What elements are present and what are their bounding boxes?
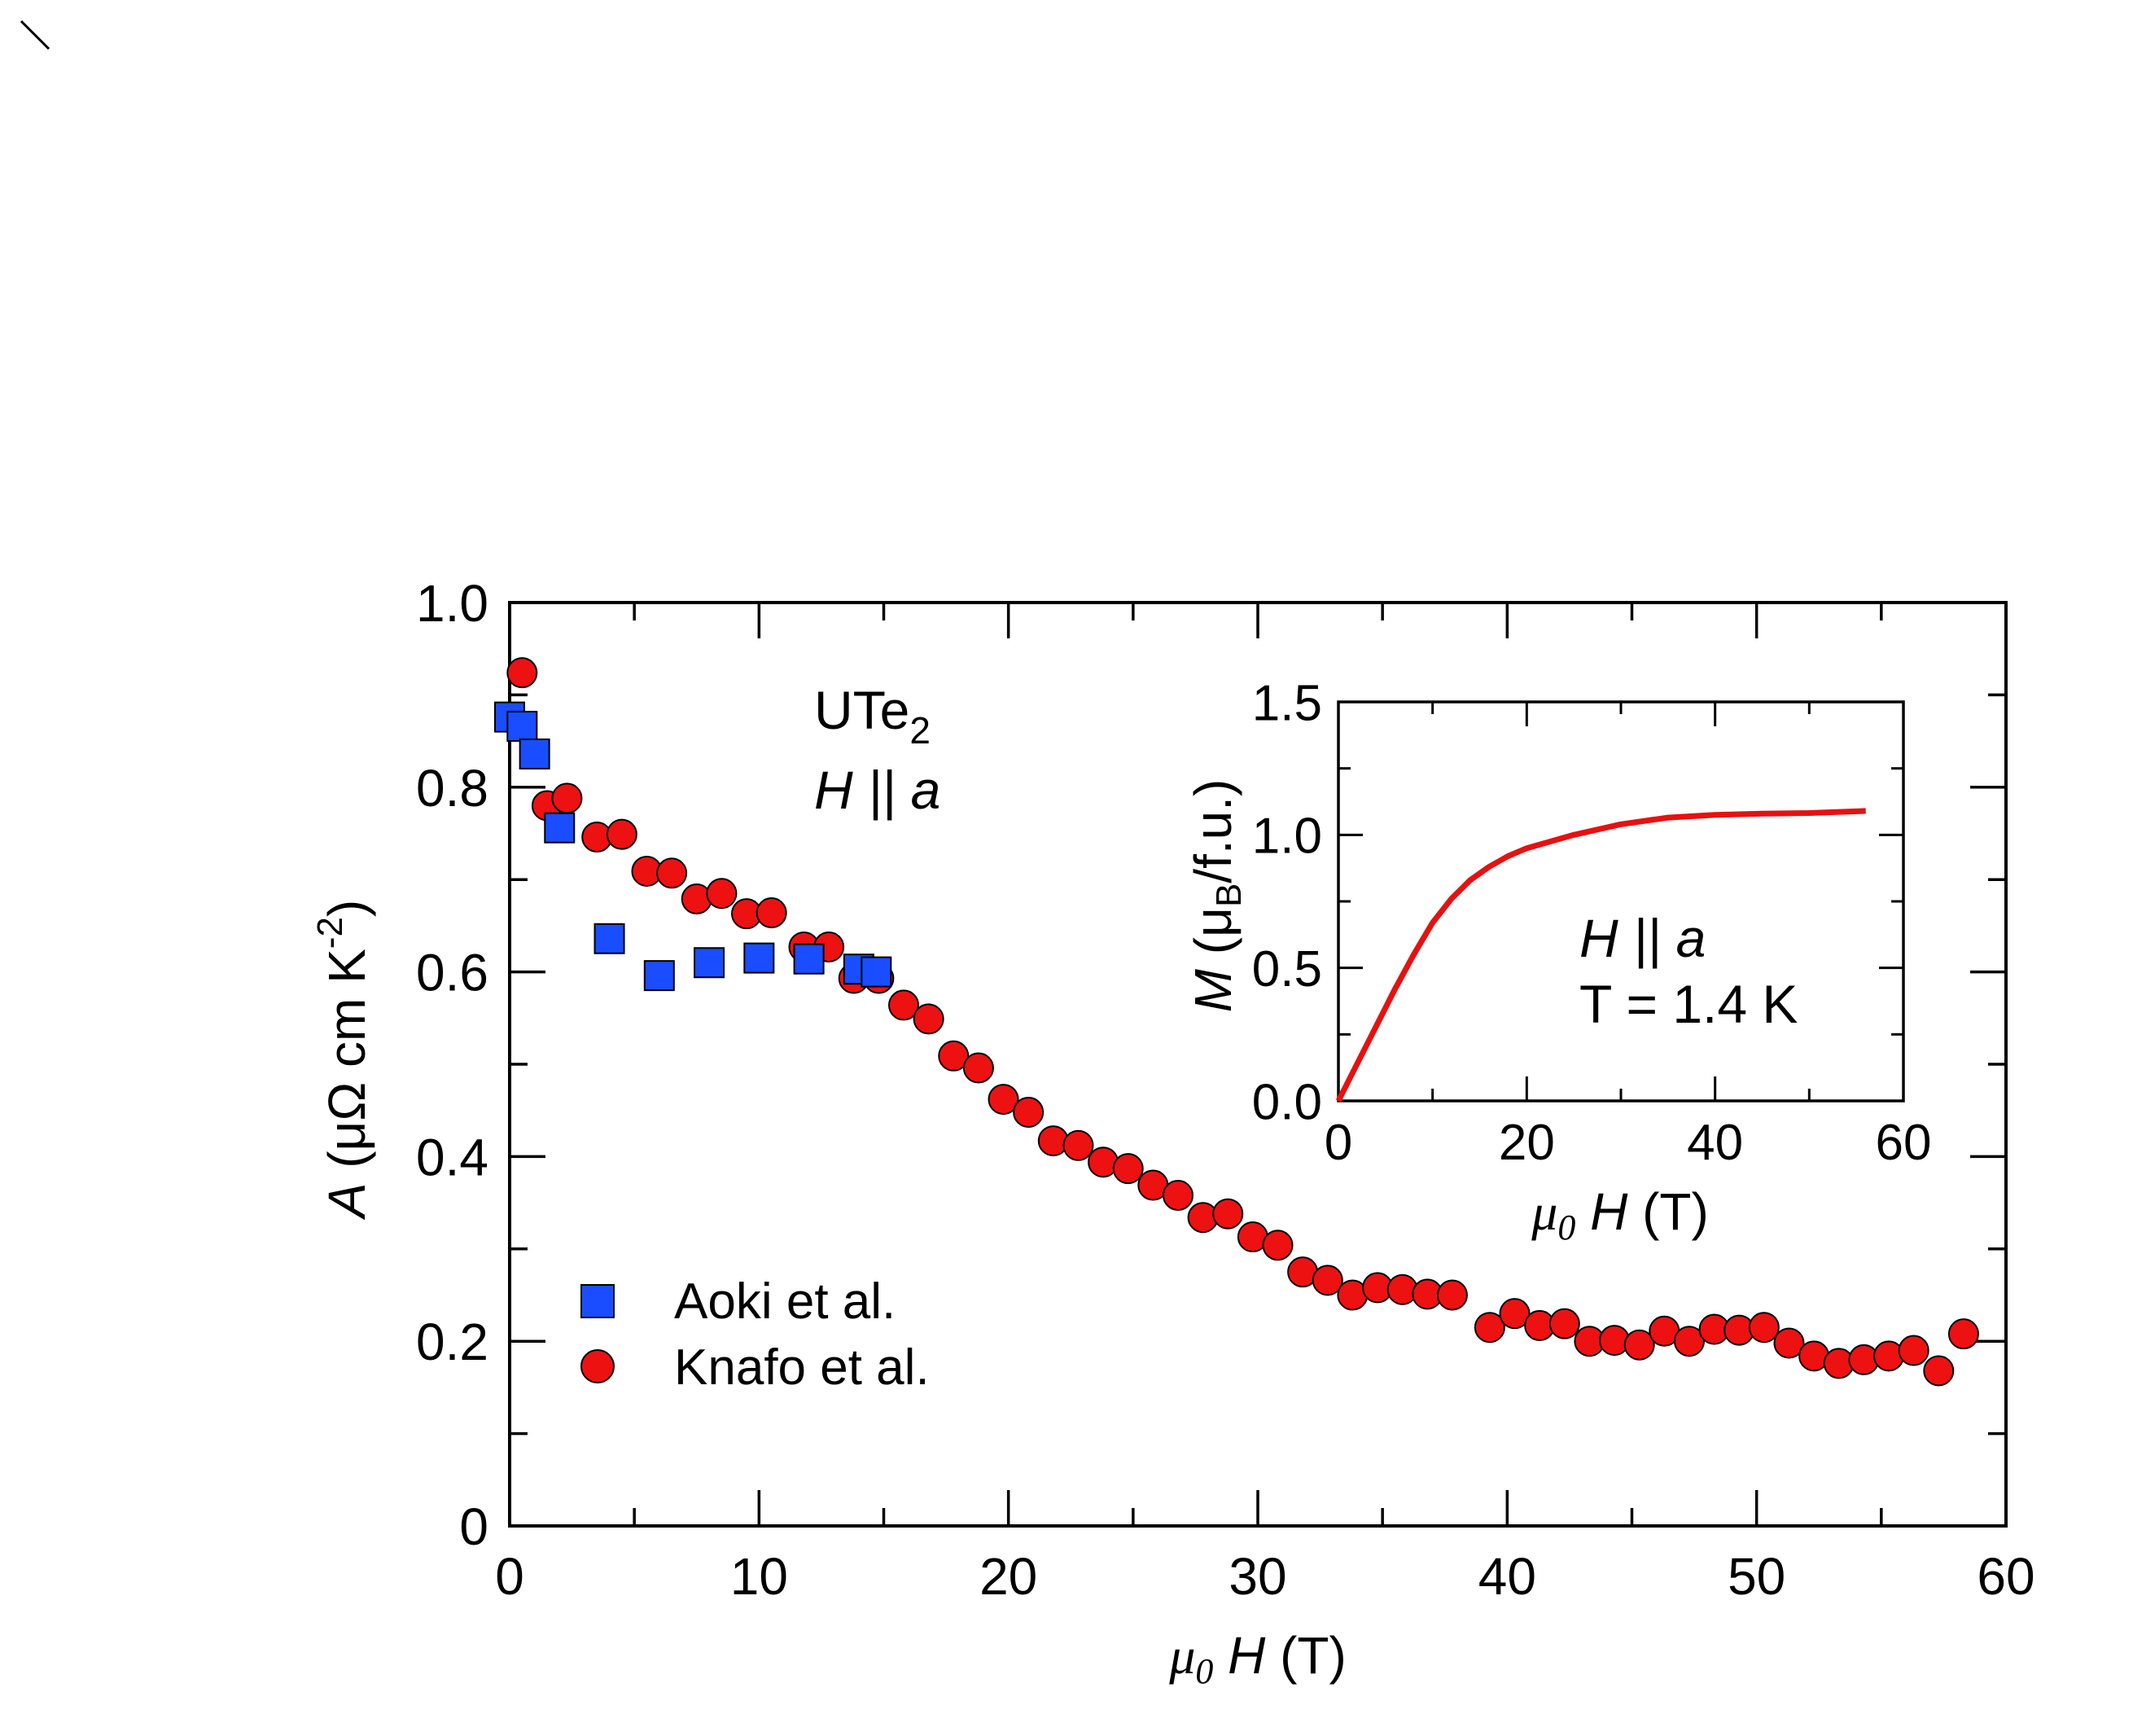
main-y-tick-label: 0.8	[416, 759, 488, 818]
inset-x-tick-label: 20	[1499, 1115, 1555, 1171]
knafo-point	[1212, 1198, 1244, 1230]
knafo-point	[1262, 1230, 1294, 1261]
knafo-point	[962, 1052, 994, 1084]
aoki-point	[793, 943, 825, 975]
main-x-tick-label: 0	[495, 1547, 524, 1606]
knafo-point	[756, 897, 787, 929]
main-x-tick-label: 50	[1728, 1547, 1785, 1606]
aoki-point	[861, 956, 892, 988]
main-x-tick-label: 40	[1478, 1547, 1536, 1606]
aoki-point	[544, 812, 576, 844]
inset-y-tick-label: 0.0	[1252, 1074, 1322, 1130]
inset-x-tick-label: 0	[1325, 1115, 1352, 1171]
main-series	[494, 657, 1979, 1387]
knafo-point	[506, 657, 538, 689]
knafo-point	[1773, 1327, 1805, 1359]
knafo-point	[1312, 1265, 1343, 1296]
legend-marker-knafo	[580, 1349, 615, 1383]
knafo-point	[938, 1040, 970, 1072]
knafo-point	[1947, 1318, 1979, 1350]
knafo-point	[606, 818, 637, 850]
knafo-point	[1112, 1153, 1144, 1185]
main-ticks	[508, 601, 2008, 1528]
inset-x-tick-label: 40	[1687, 1115, 1743, 1171]
knafo-point	[1623, 1329, 1655, 1361]
aoki-point	[743, 942, 775, 974]
main-x-tick-label: 10	[730, 1547, 788, 1606]
knafo-point	[988, 1084, 1019, 1116]
knafo-point	[1499, 1298, 1531, 1330]
knafo-point	[1673, 1326, 1705, 1357]
main-x-tick-label: 20	[979, 1547, 1037, 1606]
main-y-tick-label: 0.2	[416, 1313, 488, 1371]
y-axis-label: A (μΩ cm K-2)	[310, 900, 376, 1221]
knafo-point	[1923, 1355, 1955, 1387]
inset-plot-frame	[1337, 700, 1905, 1103]
inset-y-tick-label: 0.5	[1252, 941, 1322, 997]
inset-y-tick-label: 1.5	[1252, 675, 1322, 731]
knafo-point	[1062, 1129, 1094, 1161]
knafo-point	[1162, 1180, 1194, 1212]
inset-field-label: H || a	[1579, 908, 1706, 970]
inset-x-axis-label: μ0 H (T)	[1531, 1182, 1709, 1247]
legend-label-aoki: Aoki et al.	[674, 1274, 896, 1330]
inset-ticks	[1337, 700, 1905, 1103]
aoki-point	[593, 923, 625, 954]
main-x-tick-label: 60	[1977, 1547, 2034, 1606]
field-direction-label: H || a	[814, 760, 940, 822]
aoki-point	[643, 960, 675, 992]
aoki-point	[694, 947, 725, 979]
knafo-point	[706, 878, 738, 910]
knafo-point	[1436, 1279, 1468, 1311]
knafo-point	[913, 1003, 944, 1035]
inset-plot: 0 20 40 60 0.0 0.5 1.0 1.5 μ0 H (T) M (μB/f.u.)…	[1184, 675, 1931, 1247]
aoki-point	[519, 738, 550, 769]
legend: Aoki et al. Knafo et al.	[580, 1274, 930, 1396]
main-tick-labels: 0 10 20 30 40 50 60 0 0.2 0.4 0.6 0.8 1.0	[416, 574, 2035, 1606]
knafo-point	[1898, 1335, 1929, 1366]
knafo-point	[1013, 1096, 1045, 1128]
main-y-tick-label: 1.0	[416, 574, 488, 633]
inset-x-tick-label: 60	[1876, 1115, 1932, 1171]
main-y-tick-label: 0.6	[416, 944, 488, 1002]
main-y-tick-label: 0	[459, 1497, 488, 1556]
inset-y-axis-label: M (μB/f.u.)	[1184, 779, 1249, 1013]
legend-label-knafo: Knafo et al.	[674, 1339, 930, 1396]
aoki-point	[506, 710, 538, 742]
knafo-point	[1548, 1308, 1580, 1339]
main-y-tick-label: 0.4	[416, 1128, 488, 1186]
knafo-point	[888, 989, 920, 1021]
inset-series	[1335, 808, 1866, 1103]
corner-mark	[20, 20, 50, 50]
inset-tick-labels: 0 20 40 60 0.0 0.5 1.0 1.5	[1252, 675, 1932, 1171]
main-x-tick-label: 30	[1229, 1547, 1286, 1606]
inset-y-tick-label: 1.0	[1252, 809, 1322, 865]
x-axis-label: μ0 H (T)	[1168, 1626, 1347, 1691]
knafo-point	[551, 783, 583, 814]
legend-marker-aoki	[580, 1284, 615, 1318]
main-plot: 0 10 20 30 40 50 60 0 0.2 0.4 0.6 0.8 1.0 μ0 H (T) A…	[310, 574, 2035, 1691]
inset-temperature-label: T = 1.4 K	[1579, 974, 1798, 1034]
knafo-point	[1748, 1312, 1780, 1344]
knafo-point	[656, 857, 688, 889]
knafo-point	[1474, 1312, 1505, 1344]
magnetization-curve	[1335, 808, 1866, 1103]
compound-label: UTe2	[814, 680, 931, 752]
